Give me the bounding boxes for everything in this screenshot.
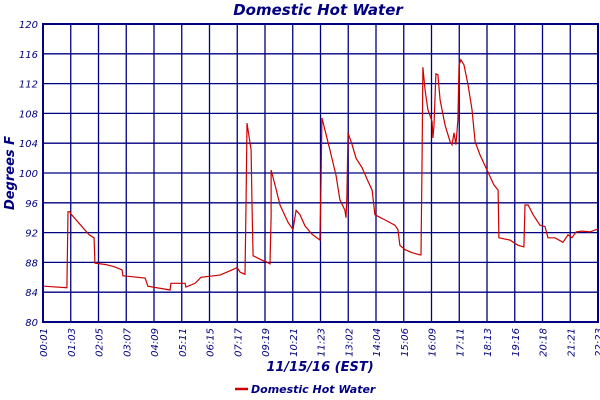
x-tick-label: 04:09 xyxy=(150,328,161,357)
x-tick-label: 19:16 xyxy=(511,328,522,357)
x-tick-label: 01:03 xyxy=(67,328,78,357)
x-tick-label: 07:17 xyxy=(233,327,244,356)
y-tick-label: 80 xyxy=(25,318,38,329)
x-tick-label: 14:04 xyxy=(372,328,383,357)
x-tick-label: 21:21 xyxy=(566,328,577,357)
y-tick-labels: 80 84 88 92 96 100 104 108 112 116 120 xyxy=(19,20,38,329)
y-tick-label: 96 xyxy=(25,199,38,210)
y-tick-label: 84 xyxy=(25,288,38,299)
x-tick-label: 15:06 xyxy=(400,328,411,357)
x-tick-label: 11:23 xyxy=(317,328,328,357)
x-tick-labels: 00:01 01:03 02:05 03:07 04:09 05:11 06:15 07:17… xyxy=(39,327,600,356)
x-tick-label: 00:01 xyxy=(39,328,50,357)
x-tick-label: 09:19 xyxy=(261,328,272,357)
plot-border xyxy=(42,23,599,323)
y-tick-label: 104 xyxy=(19,139,38,150)
x-tick-label: 20:18 xyxy=(539,328,550,357)
x-tick-label: 02:05 xyxy=(95,328,106,357)
x-tick-label: 13:02 xyxy=(344,328,355,357)
y-tick-label: 112 xyxy=(19,80,38,91)
legend: Domestic Hot Water xyxy=(235,383,376,396)
legend-label: Domestic Hot Water xyxy=(251,383,376,396)
x-tick-label: 03:07 xyxy=(122,327,133,356)
y-axis-label: Degrees F xyxy=(3,136,18,210)
y-tick-label: 92 xyxy=(25,229,38,240)
grid xyxy=(42,23,599,323)
x-tick-label: 06:15 xyxy=(206,328,217,357)
x-tick-label: 10:21 xyxy=(289,328,300,357)
y-tick-label: 120 xyxy=(19,20,38,31)
x-axis-label: 11/15/16 (EST) xyxy=(266,360,373,375)
chart-title: Domestic Hot Water xyxy=(233,1,404,19)
x-tick-label: 05:11 xyxy=(178,328,189,357)
x-tick-label: 17:11 xyxy=(455,328,466,357)
x-tick-label: 18:13 xyxy=(483,328,494,357)
y-tick-label: 108 xyxy=(19,109,38,120)
x-tick-label: 22:23 xyxy=(594,328,600,357)
y-tick-label: 116 xyxy=(19,50,38,61)
y-tick-label: 88 xyxy=(25,258,38,269)
series-line-domestic-hot-water xyxy=(44,58,599,291)
series-layer xyxy=(44,58,599,291)
x-tick-label: 16:09 xyxy=(428,328,439,357)
y-tick-label: 100 xyxy=(19,169,38,180)
